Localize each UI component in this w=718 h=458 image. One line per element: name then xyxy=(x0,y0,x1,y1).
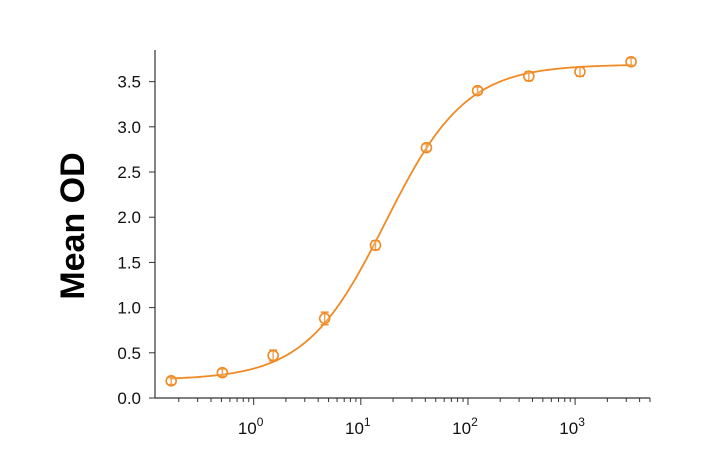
y-tick-label: 0.0 xyxy=(117,389,141,408)
x-tick-label: 103 xyxy=(559,415,585,438)
x-tick-label: 101 xyxy=(345,415,371,438)
y-tick-label: 1.5 xyxy=(117,253,141,272)
y-axis: 0.0 0.5 1.0 1.5 2.0 2.5 3.0 3.5 xyxy=(117,50,156,408)
data-point xyxy=(523,70,535,83)
data-point xyxy=(267,349,279,362)
data-point xyxy=(369,239,382,252)
y-tick-label: 2.0 xyxy=(117,208,141,227)
data-point xyxy=(216,366,229,379)
y-tick-label: 0.5 xyxy=(117,344,141,363)
y-tick-label: 3.5 xyxy=(117,73,141,92)
y-tick-label: 1.0 xyxy=(117,299,141,318)
data-point xyxy=(574,65,586,78)
data-point xyxy=(318,312,331,325)
y-tick-label: 2.5 xyxy=(117,163,141,182)
data-point xyxy=(625,55,637,68)
series xyxy=(165,55,637,387)
x-axis: 100 101 102 103 xyxy=(155,397,651,438)
y-axis-label: Mean OD xyxy=(54,152,92,299)
data-point xyxy=(471,84,484,97)
x-tick-label: 100 xyxy=(238,415,264,438)
y-tick-label: 3.0 xyxy=(117,118,141,137)
x-tick-label: 102 xyxy=(452,415,478,438)
fit-curve xyxy=(169,64,633,380)
data-point xyxy=(420,141,433,154)
data-point xyxy=(165,375,178,387)
